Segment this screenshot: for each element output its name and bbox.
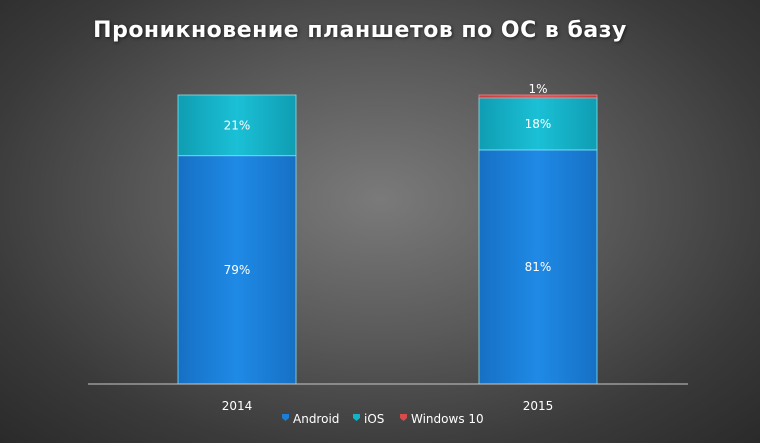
- bars-layer: 79% 21% 81% 18% 1%: [177, 82, 598, 385]
- legend-item-ios: iOS: [353, 412, 384, 426]
- data-label-android-2014: 79%: [224, 263, 251, 277]
- bar-android-2014: [177, 155, 297, 385]
- data-label-windows-10-2015: 1%: [528, 82, 547, 96]
- legend-label-windows-10: Windows 10: [411, 412, 484, 426]
- bar-ios-2014: [177, 94, 297, 157]
- legend-label-ios: iOS: [364, 412, 384, 426]
- legend-item-android: Android: [282, 412, 339, 426]
- data-label-ios-2015: 18%: [525, 117, 552, 131]
- x-tick-labels: 2014 2015: [222, 399, 554, 413]
- legend-marker-windows-10: [400, 414, 407, 421]
- legend-item-windows-10: Windows 10: [400, 412, 484, 426]
- x-tick-label-2014: 2014: [222, 399, 253, 413]
- bar-android-2015: [478, 149, 598, 385]
- x-tick-label-2015: 2015: [523, 399, 554, 413]
- chart-title: Проникновение планшетов по ОС в базу: [93, 18, 627, 43]
- bar-ios-2015: [478, 97, 598, 151]
- legend-marker-ios: [353, 414, 360, 421]
- legend: Android iOS Windows 10: [282, 412, 484, 426]
- legend-label-android: Android: [293, 412, 339, 426]
- data-label-android-2015: 81%: [525, 260, 552, 274]
- bar-windows-10-2015: [478, 94, 598, 99]
- legend-marker-android: [282, 414, 289, 421]
- data-label-ios-2014: 21%: [224, 118, 251, 132]
